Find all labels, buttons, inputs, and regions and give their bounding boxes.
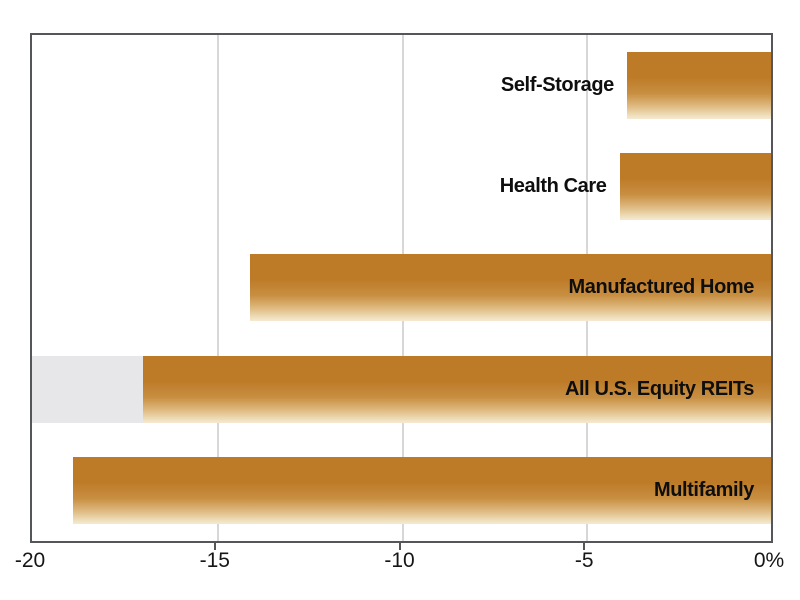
bar-health-care	[619, 153, 771, 221]
bar-row-self-storage: Self-Storage	[32, 35, 771, 136]
bar-multifamily	[72, 456, 771, 524]
x-axis: -20 -15 -10 -5 0%	[15, 543, 784, 583]
plot-area: Self-Storage Health Care Manufactured Ho…	[30, 33, 773, 543]
bar-manufactured-home	[250, 254, 771, 322]
bar-row-health-care: Health Care	[32, 136, 771, 237]
bar-label-self-storage: Self-Storage	[500, 74, 614, 97]
x-tick-label: -10	[384, 549, 415, 572]
gridline	[216, 35, 219, 541]
x-tick-mark	[583, 543, 586, 550]
x-tick-mark	[213, 543, 216, 550]
bar-self-storage	[626, 52, 771, 120]
x-tick-mark	[398, 543, 401, 550]
x-tick-label: -15	[199, 549, 230, 572]
bar-label-health-care: Health Care	[499, 175, 607, 198]
bar-row-manufactured-home: Manufactured Home	[32, 237, 771, 338]
bar-all-us-equity-reits	[142, 355, 771, 423]
bar-row-multifamily: Multifamily	[32, 440, 771, 541]
bar-row-all-us-equity-reits: All U.S. Equity REITs	[32, 339, 771, 440]
bar-label-manufactured-home: Manufactured Home	[568, 276, 755, 299]
x-tick-label: 0%	[753, 549, 785, 572]
x-tick-label: -20	[14, 549, 46, 572]
background-bar	[32, 355, 143, 423]
bar-label-all-us-equity-reits: All U.S. Equity REITs	[564, 377, 754, 400]
x-tick-label: -5	[574, 549, 594, 572]
bar-label-multifamily: Multifamily	[653, 478, 754, 501]
